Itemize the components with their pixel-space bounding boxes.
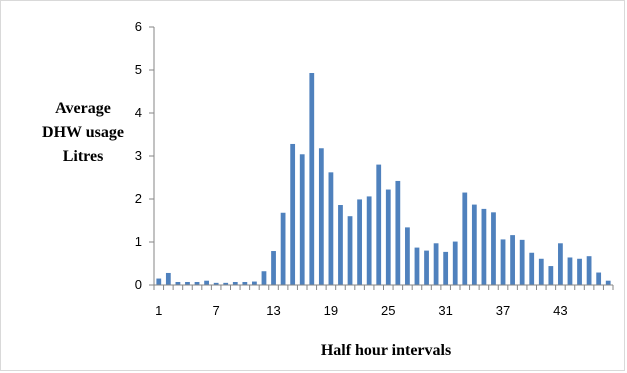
y-tick-label: 6 <box>135 19 142 34</box>
bar <box>357 199 362 285</box>
bar <box>452 241 458 285</box>
bar <box>443 251 449 285</box>
bar <box>471 204 477 285</box>
bar <box>462 192 468 285</box>
bar <box>165 272 171 285</box>
bar <box>538 258 544 285</box>
bar <box>242 281 248 285</box>
y-tick-label: 1 <box>135 234 142 249</box>
x-tick-label: 1 <box>155 303 162 318</box>
bar <box>414 247 420 285</box>
x-tick-label: 25 <box>381 303 395 318</box>
bar <box>252 281 257 285</box>
bar <box>529 252 535 285</box>
y-tick-label: 2 <box>135 191 142 206</box>
x-axis-label: Half hour intervals <box>321 342 451 359</box>
bar <box>510 235 515 285</box>
x-axis-ticks: 1 7 13 19 25 31 37 43 <box>153 285 614 318</box>
x-tick-label: 31 <box>438 303 452 318</box>
bar <box>347 216 353 285</box>
bar <box>194 281 200 285</box>
y-tick-label: 3 <box>135 148 142 163</box>
x-tick-label: 13 <box>266 303 280 318</box>
y-axis-label-line-2: DHW usage <box>42 124 124 141</box>
bar <box>596 272 602 285</box>
bar <box>185 281 190 285</box>
y-tick-label: 4 <box>135 105 142 120</box>
bar <box>558 243 563 285</box>
bar <box>548 266 554 285</box>
bar <box>309 73 315 285</box>
bar <box>424 250 429 285</box>
x-tick-label: 19 <box>324 303 338 318</box>
y-tick-label: 0 <box>135 277 142 292</box>
bar <box>519 239 525 285</box>
y-axis-ticks: 0 1 2 3 4 5 6 <box>135 19 154 292</box>
bar <box>481 208 487 285</box>
bar <box>500 239 506 285</box>
axes <box>153 27 613 286</box>
bar <box>328 172 334 285</box>
bars <box>156 73 611 285</box>
bar <box>271 251 276 285</box>
bar <box>605 280 611 285</box>
bar <box>376 164 382 285</box>
bar <box>366 196 372 285</box>
x-tick-label: 37 <box>496 303 510 318</box>
y-axis-label: Average DHW usage Litres <box>42 100 124 165</box>
y-axis-label-line-3: Litres <box>63 148 104 165</box>
bar <box>232 281 238 285</box>
bar <box>586 256 592 285</box>
bar <box>395 180 401 285</box>
bar <box>204 280 209 285</box>
bar <box>156 278 162 285</box>
bar <box>318 148 324 285</box>
bar <box>261 271 267 285</box>
y-axis-label-line-1: Average <box>55 100 111 117</box>
bar <box>223 282 229 285</box>
bar <box>385 189 391 285</box>
bar <box>299 154 305 285</box>
bar <box>175 281 181 285</box>
x-tick-label: 43 <box>553 303 567 318</box>
bar <box>213 282 219 285</box>
y-tick-label: 5 <box>135 62 142 77</box>
bar <box>280 212 286 285</box>
bar <box>433 243 439 285</box>
bar <box>290 143 296 285</box>
bar <box>405 227 410 285</box>
bar <box>491 212 496 285</box>
bar <box>338 205 343 285</box>
x-tick-label: 7 <box>213 303 220 318</box>
bar <box>567 257 573 285</box>
bar <box>577 258 582 285</box>
